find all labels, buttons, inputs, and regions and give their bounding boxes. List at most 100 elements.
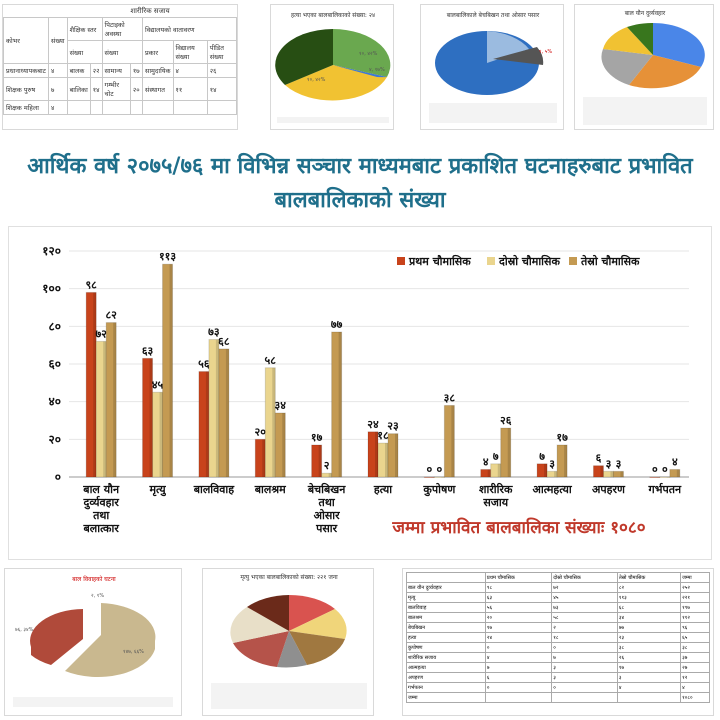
table-row: हत्या २४ १८ २३ ६५ xyxy=(406,632,710,643)
table-row: मृत्यु ६३ ४५ ११३ २२१ xyxy=(406,592,710,603)
table-col-label: शैक्षिक स्तर xyxy=(66,17,103,41)
table-cell: २४ xyxy=(484,632,553,643)
table-cell: संस्थागत xyxy=(141,77,174,101)
category-label: तथा xyxy=(92,509,110,522)
thumbnail-pie-4: बाल विवाहको घटना ७६, ३४% १४७, ६६% २, १% xyxy=(4,568,182,716)
bar-shade xyxy=(215,339,219,477)
data-label: २६ xyxy=(500,414,512,427)
bar-shade xyxy=(656,477,660,478)
pie-slice xyxy=(653,23,705,67)
table-cell: ४ xyxy=(47,100,68,115)
legend-swatch xyxy=(569,257,577,265)
table-header-cell: दोस्रो चौमासिक xyxy=(551,572,618,583)
pie-label: १०, ४२% xyxy=(359,51,378,57)
y-tick-label: १०० xyxy=(42,282,61,296)
data-label: ५८ xyxy=(265,354,277,367)
table-cell xyxy=(484,692,553,703)
table-cell: १९७ xyxy=(680,602,710,613)
bar-shade xyxy=(620,471,624,477)
table-cell: जम्मा xyxy=(406,692,486,703)
bar xyxy=(311,444,323,478)
thumbnail-pie-4-svg: बाल विवाहको घटना ७६, ३४% १४७, ६६% २, १% xyxy=(13,575,173,707)
pie-slice xyxy=(247,595,289,631)
data-label: ७३ xyxy=(208,326,220,339)
category-label: शारीरिक xyxy=(479,482,513,496)
y-tick-label: १२० xyxy=(42,244,61,258)
legend-label: दोस्रो चौमासिक xyxy=(498,254,560,268)
table-cell: ७३ xyxy=(551,602,618,613)
thumbnail-pie-5-svg: मृत्यु भएका बालबालिकाको संख्या: २२१ जना xyxy=(211,573,367,709)
pie-label: ७६, ३४% xyxy=(15,627,34,633)
thumbnail-pie-3: बाल यौन दुर्व्यवहार xyxy=(574,4,714,130)
pie-slice xyxy=(627,22,653,55)
data-label: २ xyxy=(324,459,330,472)
bar-shade xyxy=(375,431,378,477)
y-tick-label: ४० xyxy=(49,395,61,409)
table-cell: ३७ xyxy=(680,652,710,663)
table-cell: ० xyxy=(551,642,618,653)
table-cell: आत्महत्या xyxy=(406,662,486,673)
pie-legend xyxy=(583,97,707,125)
main-chart-panel: ० २० ४० ६० ८० १०० १२० प्रथम चौमासिक दोस्रो चौमास… xyxy=(8,226,712,560)
data-label: ७ xyxy=(539,450,545,463)
table-cell: बेचबिखन xyxy=(406,622,486,633)
table-cell: २० xyxy=(484,612,553,623)
table-col-label: कोभर xyxy=(3,17,49,64)
thumbnail-pie-3-svg: बाल यौन दुर्व्यवहार xyxy=(583,9,707,125)
table-cell xyxy=(129,100,143,115)
bar-shade xyxy=(93,292,97,477)
table-cell: ३ xyxy=(551,672,618,683)
table-cell: ११ xyxy=(172,77,208,101)
category-label: पसार xyxy=(315,522,338,535)
table-cell: शारीरिक सजाय xyxy=(406,652,486,663)
legend-swatch xyxy=(487,257,495,265)
pie-slice xyxy=(493,47,544,65)
table-cell: मृत्यु xyxy=(406,592,486,603)
table-cell: ६५ xyxy=(680,632,710,643)
pie-slice xyxy=(601,49,653,85)
table-sub-label: विद्यालय संख्या xyxy=(172,40,208,64)
table-row: शिक्षक महिला ४ xyxy=(3,100,237,115)
pie-slice xyxy=(30,609,84,665)
pie-slice xyxy=(65,603,156,678)
table-cell: ७२ xyxy=(551,582,618,593)
legend-label: तेस्रो चौमासिक xyxy=(580,254,640,268)
bar-shade xyxy=(169,264,173,477)
table-row: बालश्रम २० ५८ ३४ ११२ xyxy=(406,612,710,623)
category-label: आत्महत्या xyxy=(533,483,573,496)
thumbnail-pie-5-title: मृत्यु भएका बालबालिकाको संख्या: २२१ जना xyxy=(240,573,338,581)
bar xyxy=(500,427,512,478)
bar xyxy=(536,463,548,478)
data-label: ३ xyxy=(549,457,555,470)
table-cell: २२ xyxy=(89,63,103,78)
table-cell: बाल यौन दुर्व्यवहार xyxy=(406,582,486,593)
pie-slice xyxy=(333,65,387,78)
table-row: बालविवाह ५६ ७३ ६८ १९७ xyxy=(406,602,710,613)
table-cell: ७७ xyxy=(616,622,682,633)
category-label: बेचबिखन xyxy=(307,482,346,496)
table-header-cell: तेस्रो चौमासिक xyxy=(616,572,682,583)
legend-label: प्रथम चौमासिक xyxy=(408,254,471,268)
pie-label: ४, १७% xyxy=(369,67,385,73)
bar-shade xyxy=(318,444,322,477)
bar-shade xyxy=(338,331,342,477)
data-label: ९८ xyxy=(85,278,97,291)
data-label: ३४ xyxy=(275,399,287,412)
table-cell: १७ xyxy=(484,622,553,633)
table-cell: १२ xyxy=(680,672,710,683)
category-label: गर्भपतन xyxy=(648,482,682,496)
main-title-line-1: आर्थिक वर्ष २०७५/७६ मा विभिन्न सञ्चार मा… xyxy=(27,154,693,179)
data-label: ७७ xyxy=(331,318,343,331)
table-cell: ४ xyxy=(484,652,553,663)
table-col-label: संख्या xyxy=(47,17,68,64)
pie-slice xyxy=(629,55,701,89)
bar-shade xyxy=(103,341,107,477)
data-label: १७ xyxy=(311,431,323,444)
table-cell: ४ xyxy=(680,682,710,693)
bar-shade xyxy=(205,371,209,477)
table-row: शिक्षक पुरुष ७ बालिका १४ गम्भीर चोट २० संस्थाग… xyxy=(3,77,237,101)
category-label: अपहरण xyxy=(592,483,626,496)
bar-shade xyxy=(272,367,276,477)
table-cell: ० xyxy=(551,682,618,693)
